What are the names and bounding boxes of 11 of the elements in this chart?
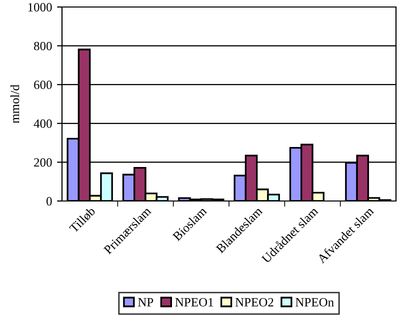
- y-axis-title: mmol/d: [10, 84, 20, 124]
- legend-label: NP: [138, 298, 154, 306]
- y-tick-label: 1000: [28, 3, 52, 12]
- legend-label: NPEO1: [175, 298, 214, 306]
- y-tick-label: 400: [34, 119, 52, 128]
- y-tick-label: 800: [34, 42, 52, 50]
- legend-label: NPEOn: [296, 298, 334, 306]
- legend-label: NPEO2: [235, 298, 274, 306]
- y-tick-label: 200: [34, 158, 52, 167]
- y-tick-label: 0: [46, 197, 52, 206]
- y-tick-label: 600: [34, 80, 52, 90]
